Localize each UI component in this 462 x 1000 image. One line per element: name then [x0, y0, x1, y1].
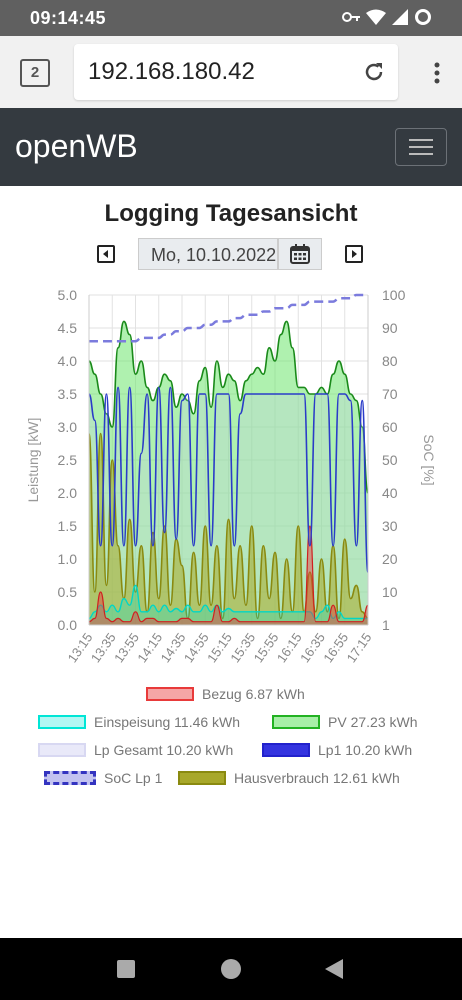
y2-tick-label: 90	[382, 320, 398, 336]
legend-item-soc[interactable]: SoC Lp 1	[44, 770, 162, 786]
series-line-pv	[88, 320, 369, 494]
more-options-icon[interactable]	[434, 62, 440, 84]
address-bar[interactable]: 192.168.180.42	[74, 44, 398, 100]
next-day-button[interactable]	[345, 245, 363, 263]
y2-tick-label: 50	[382, 452, 398, 468]
brand-logo[interactable]: openWB	[15, 128, 138, 164]
home-icon[interactable]	[220, 958, 242, 980]
series-line-einspeisung	[88, 584, 368, 620]
key-icon	[342, 12, 360, 22]
series-area-hausverbrauch	[89, 433, 368, 625]
series-line-hausverbrauch	[88, 432, 369, 620]
legend-item-bezug[interactable]: Bezug 6.87 kWh	[146, 686, 305, 702]
series-area-bezug	[89, 526, 368, 625]
legend-label: Lp Gesamt 10.20 kWh	[94, 742, 234, 758]
legend-swatch	[38, 743, 86, 757]
page-title: Logging Tagesansicht	[104, 200, 358, 227]
date-input[interactable]: Mo, 10.10.2022	[138, 238, 278, 270]
legend-label: PV 27.23 kWh	[328, 714, 418, 730]
date-navigation: Mo, 10.10.2022	[0, 238, 462, 272]
legend-swatch	[44, 771, 96, 785]
y-tick-label: 2.5	[58, 452, 78, 468]
y2-tick-label: 10	[382, 584, 398, 600]
tab-switcher-button[interactable]: 2	[20, 59, 50, 87]
system-navigation-bar	[0, 938, 462, 1000]
x-tick-label: 17:15	[344, 630, 375, 665]
series-line-soc-lp-1	[89, 293, 368, 343]
status-bar: 09:14:45	[0, 0, 462, 36]
y2-tick-label: 30	[382, 518, 398, 534]
y-tick-label: 3.5	[58, 386, 78, 402]
app-navbar: openWB	[0, 108, 462, 186]
y-tick-label: 4.0	[58, 353, 78, 369]
legend-item-lp1[interactable]: Lp1 10.20 kWh	[262, 742, 412, 758]
y-tick-label: 1.5	[58, 518, 78, 534]
y2-tick-label: 70	[382, 386, 398, 402]
legend-item-einspeisung[interactable]: Einspeisung 11.46 kWh	[38, 714, 240, 730]
series-area-einspeisung	[89, 585, 368, 625]
wifi-icon	[366, 9, 386, 25]
calendar-icon	[290, 244, 310, 264]
y-tick-label: 5.0	[58, 287, 78, 303]
legend-label: Hausverbrauch 12.61 kWh	[234, 770, 400, 786]
chevron-left-icon	[103, 250, 108, 258]
legend-item-lp-gesamt[interactable]: Lp Gesamt 10.20 kWh	[38, 742, 233, 758]
y2-tick-label: 100	[382, 287, 406, 303]
url-text[interactable]: 192.168.180.42	[88, 58, 255, 85]
legend-label: Bezug 6.87 kWh	[202, 686, 305, 702]
y2-tick-label: 80	[382, 353, 398, 369]
hamburger-line	[409, 153, 433, 155]
hamburger-line	[409, 146, 433, 148]
circle-icon	[415, 9, 431, 25]
legend-label: Lp1 10.20 kWh	[318, 742, 413, 758]
y2-tick-label: 1	[382, 617, 390, 633]
signal-icon	[392, 9, 408, 25]
y2-tick-label: 20	[382, 551, 398, 567]
power-chart: 0.0 1 0.5 10 1.0 20 1.5 30 2.0 40 2.5 50 3.0 60 3.5 70 4…	[25, 287, 437, 665]
legend-label: SoC Lp 1	[104, 770, 163, 786]
series-line-bezug	[88, 525, 369, 623]
y-tick-label: 1.0	[58, 551, 78, 567]
y2-tick-label: 60	[382, 419, 398, 435]
legend-swatch	[262, 743, 310, 757]
legend-swatch	[272, 715, 320, 729]
reload-icon[interactable]	[362, 60, 386, 84]
y-axis-title: Leistung [kW]	[25, 418, 41, 503]
y-tick-label: 0.0	[58, 617, 78, 633]
chevron-right-icon	[352, 250, 357, 258]
hamburger-line	[409, 139, 433, 141]
chart-legend: Bezug 6.87 kWh Einspeisung 11.46 kWh PV …	[0, 680, 462, 800]
legend-swatch	[146, 687, 194, 701]
y2-axis-title: SoC [%]	[421, 434, 437, 485]
legend-item-hausverbrauch[interactable]: Hausverbrauch 12.61 kWh	[178, 770, 400, 786]
clock: 09:14:45	[30, 8, 107, 28]
previous-day-button[interactable]	[97, 245, 115, 263]
y-tick-label: 2.0	[58, 485, 78, 501]
y-tick-label: 4.5	[58, 320, 78, 336]
legend-swatch	[178, 771, 226, 785]
browser-toolbar: 2 192.168.180.42	[0, 36, 462, 108]
y-tick-label: 0.5	[58, 584, 78, 600]
y-tick-label: 3.0	[58, 419, 78, 435]
calendar-button[interactable]	[278, 238, 322, 270]
recents-icon[interactable]	[116, 959, 136, 979]
status-icons	[342, 8, 432, 26]
navbar-toggle-button[interactable]	[395, 128, 447, 166]
y2-tick-label: 40	[382, 485, 398, 501]
series-line-lp1	[88, 386, 369, 573]
back-icon[interactable]	[324, 958, 344, 980]
legend-swatch	[38, 715, 86, 729]
legend-item-pv[interactable]: PV 27.23 kWh	[272, 714, 418, 730]
legend-label: Einspeisung 11.46 kWh	[94, 714, 241, 730]
